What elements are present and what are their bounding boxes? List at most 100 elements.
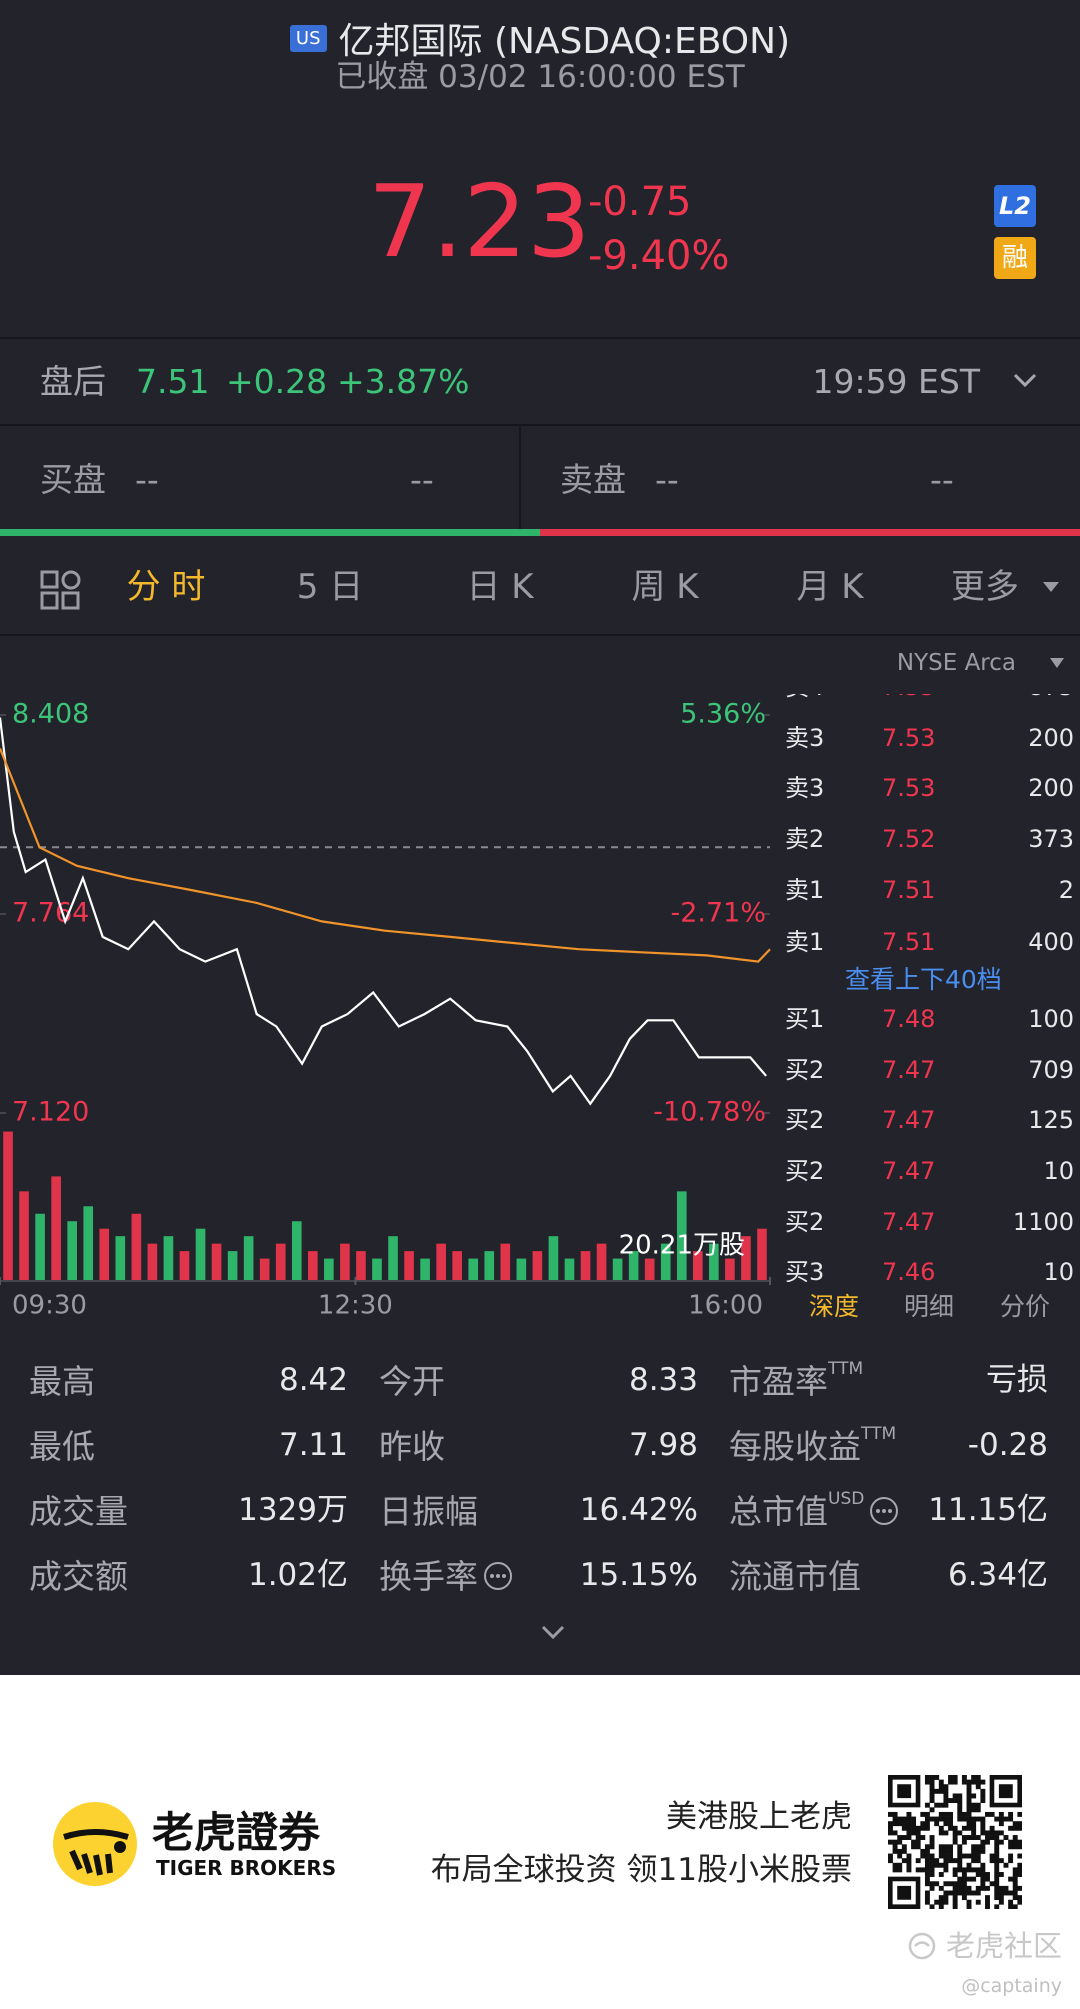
qr-module — [924, 1899, 930, 1905]
stat-label-text: 今开 — [379, 1362, 445, 1401]
qr-module — [1017, 1825, 1022, 1831]
stat-value: 6.34亿 — [947, 1557, 1048, 1593]
qr-module — [943, 1784, 949, 1790]
qr-module — [915, 1835, 921, 1840]
period-tab[interactable]: 分 时 — [126, 567, 206, 607]
qr-module — [980, 1876, 986, 1882]
period-tab[interactable]: 月 K — [796, 567, 864, 607]
qr-module — [915, 1844, 921, 1850]
qr-module — [934, 1862, 940, 1868]
margin-badge[interactable]: 融 — [994, 237, 1036, 279]
qr-module — [929, 1793, 935, 1799]
qr-module — [980, 1788, 986, 1794]
qr-module — [938, 1844, 944, 1850]
detail-tab[interactable]: 明细 — [903, 1292, 954, 1321]
more-arrow[interactable] — [1042, 580, 1060, 594]
detail-tab[interactable]: 分价 — [999, 1292, 1050, 1321]
qr-module — [929, 1858, 935, 1864]
expand-chevron[interactable] — [540, 1624, 566, 1642]
qr-module — [994, 1904, 1000, 1909]
qr-module — [929, 1784, 935, 1790]
qr-module — [980, 1816, 986, 1822]
qr-module — [938, 1848, 944, 1854]
qr-module — [989, 1853, 995, 1859]
qr-module — [929, 1835, 935, 1840]
qr-module — [888, 1839, 893, 1845]
stat-label-text: 总市值 — [729, 1492, 828, 1531]
qr-module — [920, 1848, 926, 1854]
qr-module — [888, 1825, 893, 1831]
book-size: 2 — [1058, 876, 1074, 904]
qr-module — [980, 1798, 986, 1804]
after-hours-time[interactable]: 19:59 EST — [812, 362, 980, 401]
info-icon[interactable] — [482, 1560, 514, 1592]
qr-module — [971, 1793, 977, 1799]
period-tab[interactable]: 5 日 — [296, 567, 364, 607]
qr-module — [1003, 1816, 1009, 1822]
qr-module — [961, 1816, 967, 1822]
qr-module — [975, 1775, 981, 1780]
ask-ratio-bar — [540, 529, 1080, 536]
exchange-arrow[interactable] — [1049, 657, 1065, 669]
qr-module — [892, 1830, 898, 1836]
qr-module — [1003, 1835, 1009, 1840]
qr-module — [994, 1844, 1000, 1850]
qr-module — [1017, 1839, 1022, 1845]
dropdown-chevron[interactable] — [1012, 370, 1038, 390]
qr-module — [897, 1821, 903, 1827]
book-level: 卖4 — [785, 694, 824, 699]
qr-module — [998, 1872, 1004, 1877]
qr-module — [929, 1904, 935, 1909]
qr-module — [906, 1816, 912, 1822]
qr-module — [924, 1872, 930, 1877]
price-line — [0, 747, 771, 963]
bid-size: -- — [410, 460, 434, 499]
ask-label: 卖盘 — [560, 460, 626, 499]
qr-module — [938, 1899, 944, 1905]
volume-bar — [500, 1243, 511, 1281]
volume-bar — [83, 1206, 94, 1281]
volume-bar — [564, 1258, 575, 1281]
info-icon[interactable] — [868, 1495, 900, 1527]
qr-module — [920, 1867, 926, 1873]
qr-module — [948, 1858, 953, 1864]
exchange-selector[interactable]: NYSE Arca — [896, 650, 1016, 676]
qr-module — [980, 1830, 986, 1836]
stat-label: 每股收益 TTM — [729, 1426, 896, 1464]
detail-tab[interactable]: 深度 — [808, 1292, 859, 1321]
qr-module — [1012, 1881, 1018, 1887]
qr-module — [938, 1830, 944, 1836]
qr-module — [938, 1788, 944, 1794]
period-tab[interactable]: 更多 — [951, 567, 1019, 607]
qr-module — [961, 1895, 967, 1901]
qr-module — [943, 1881, 949, 1887]
qr-module — [1008, 1825, 1014, 1831]
stat-label: 最高 — [29, 1365, 95, 1398]
qr-module — [966, 1867, 972, 1873]
book-depth-link[interactable]: 查看上下40档 — [845, 965, 1002, 994]
book-size: 1100 — [1012, 1208, 1074, 1236]
qr-module — [998, 1899, 1004, 1905]
qr-module — [961, 1876, 967, 1882]
qr-module — [980, 1825, 986, 1831]
qr-module — [998, 1890, 1004, 1896]
layout-icon[interactable] — [40, 570, 82, 610]
qr-module — [971, 1816, 977, 1822]
qr-module — [952, 1839, 958, 1845]
period-tab[interactable]: 周 K — [631, 567, 699, 607]
qr-module — [948, 1844, 953, 1850]
y-tick-label: 7.120 — [12, 1097, 89, 1128]
qr-module — [911, 1821, 917, 1827]
qr-module — [971, 1844, 977, 1850]
qr-module — [971, 1853, 977, 1859]
brand-name-en: TIGER BROKERS — [156, 1856, 337, 1880]
period-tab[interactable]: 日 K — [466, 567, 534, 607]
qr-module — [929, 1788, 935, 1794]
level2-badge[interactable]: L2 — [994, 185, 1036, 227]
qr-module — [943, 1899, 949, 1905]
qr-module — [1012, 1825, 1018, 1831]
qr-module — [892, 1821, 898, 1827]
qr-finder — [897, 1784, 912, 1799]
qr-module — [924, 1775, 930, 1780]
stat-value: 16.42% — [579, 1492, 698, 1528]
